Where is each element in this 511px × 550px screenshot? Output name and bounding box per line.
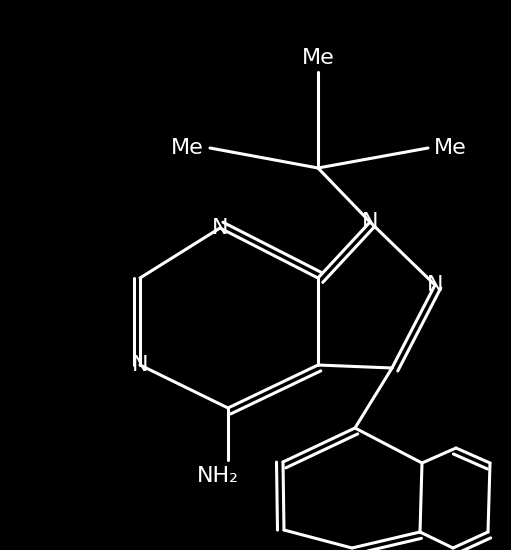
Text: NH₂: NH₂	[197, 466, 239, 486]
Text: N: N	[212, 218, 228, 238]
Text: Me: Me	[434, 138, 467, 158]
Text: N: N	[362, 212, 378, 232]
Text: N: N	[132, 355, 148, 375]
Text: Me: Me	[171, 138, 204, 158]
Text: N: N	[427, 275, 443, 295]
Text: Me: Me	[301, 48, 334, 68]
